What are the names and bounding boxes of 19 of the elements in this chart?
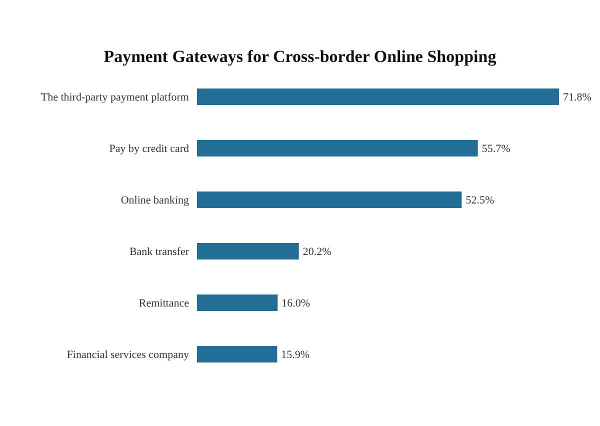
bar	[197, 192, 462, 208]
chart-title: Payment Gateways for Cross-border Online Shopping	[104, 47, 497, 66]
bar	[197, 88, 559, 105]
data-label: 20.2%	[302, 246, 332, 258]
data-label: 16.0%	[282, 298, 310, 310]
bar	[197, 140, 478, 156]
data-label: 52.5%	[466, 194, 494, 207]
data-label: 71.8%	[563, 92, 592, 104]
y-tick-label: The third-party payment platform	[40, 92, 190, 104]
y-tick-label: Bank transfer	[129, 246, 190, 258]
data-label: 55.7%	[482, 143, 510, 156]
y-tick-label: Remittance	[138, 298, 190, 310]
y-tick-label: Online banking	[120, 194, 190, 207]
bar	[197, 346, 278, 362]
data-label: 15.9%	[281, 349, 310, 362]
bar	[197, 243, 299, 260]
y-tick-label: Financial services company	[66, 349, 190, 362]
y-tick-label: Pay by credit card	[109, 143, 190, 156]
bar	[197, 294, 278, 311]
